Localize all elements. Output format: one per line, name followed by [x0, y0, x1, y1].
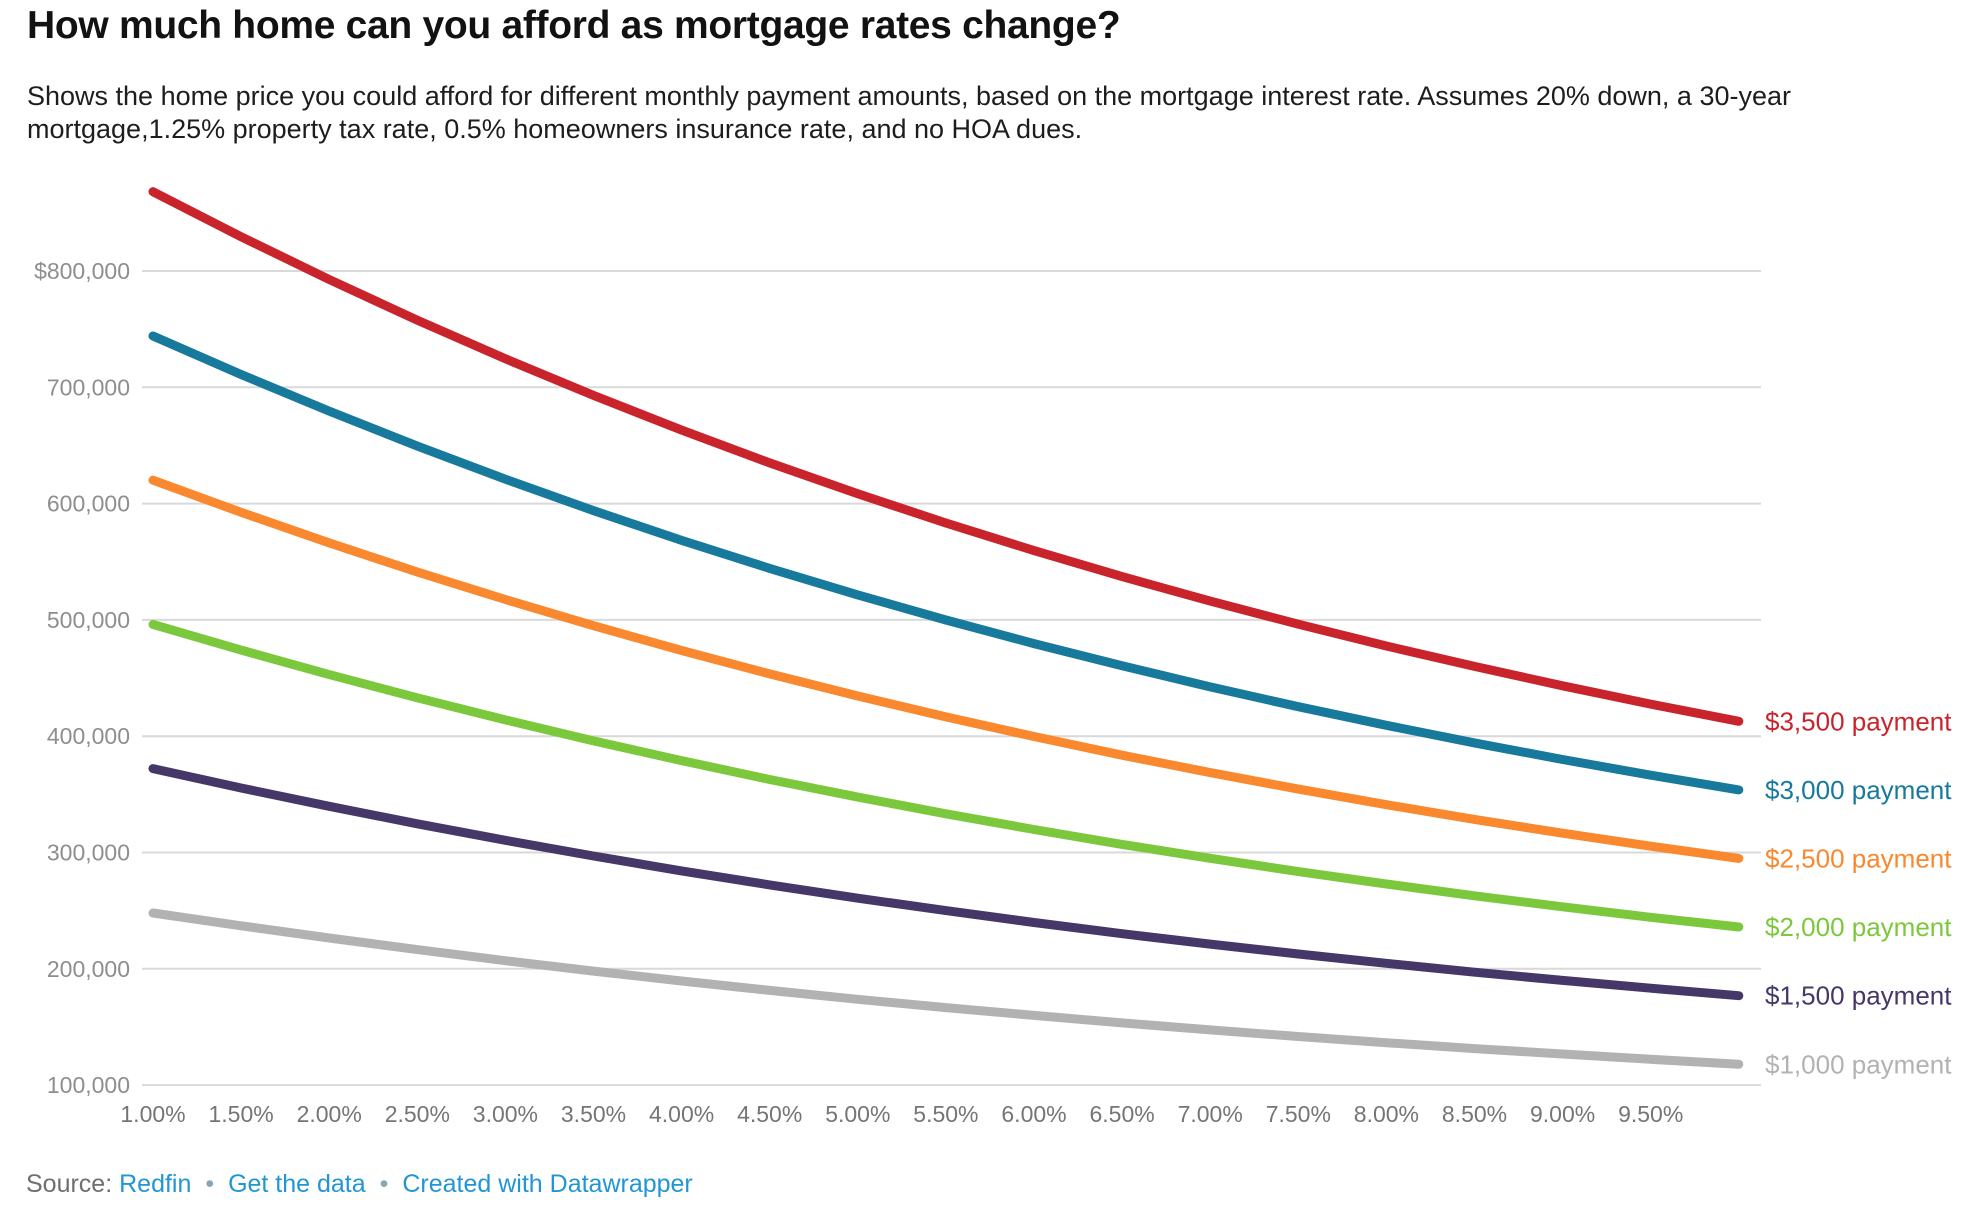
- x-axis-label-7-00: 7.00%: [1178, 1101, 1243, 1127]
- y-axis-label-600000: 600,000: [47, 491, 130, 517]
- get-data-link[interactable]: Get the data: [228, 1170, 366, 1198]
- footer-separator: •: [379, 1170, 389, 1198]
- x-axis-label-9-00: 9.00%: [1530, 1101, 1595, 1127]
- x-axis-label-5-00: 5.00%: [825, 1101, 890, 1127]
- x-axis-label-1-00: 1.00%: [120, 1101, 185, 1127]
- line-label-2-000-payment: $2,000 payment: [1765, 912, 1952, 942]
- x-axis-label-4-00: 4.00%: [649, 1101, 714, 1127]
- line-1-500-payment: [148, 764, 1744, 1001]
- y-axis-label-100000: 100,000: [47, 1072, 130, 1098]
- x-axis-label-1-50: 1.50%: [208, 1101, 273, 1127]
- line-2-000-payment: [148, 619, 1744, 932]
- chart-description: Shows the home price you could afford fo…: [27, 81, 1791, 144]
- x-axis-label-7-50: 7.50%: [1266, 1101, 1331, 1127]
- footer-separator: •: [205, 1170, 215, 1198]
- y-axis-label-500000: 500,000: [47, 607, 130, 633]
- y-axis-label-700000: 700,000: [47, 374, 130, 400]
- x-axis-label-4-50: 4.50%: [737, 1101, 802, 1127]
- x-axis-label-8-50: 8.50%: [1442, 1101, 1507, 1127]
- datawrapper-attribution-link[interactable]: Created with Datawrapper: [402, 1170, 693, 1198]
- x-axis-label-2-50: 2.50%: [385, 1101, 450, 1127]
- line-1-000-payment: [148, 908, 1744, 1069]
- line-label-1-000-payment: $1,000 payment: [1765, 1049, 1952, 1079]
- y-axis-label-800000: $800,000: [34, 258, 130, 284]
- chart-title: How much home can you afford as mortgage…: [27, 4, 1121, 47]
- y-axis-label-300000: 300,000: [47, 840, 130, 866]
- line-2-500-payment: [148, 475, 1744, 863]
- line-label-1-500-payment: $1,500 payment: [1765, 981, 1952, 1011]
- x-axis-label-2-00: 2.00%: [297, 1101, 362, 1127]
- x-axis-label-3-50: 3.50%: [561, 1101, 626, 1127]
- line-label-2-500-payment: $2,500 payment: [1765, 843, 1952, 873]
- y-axis-label-400000: 400,000: [47, 723, 130, 749]
- line-3-500-payment: [148, 187, 1744, 726]
- y-axis-label-200000: 200,000: [47, 956, 130, 982]
- chart-footer: Source: Redfin • Get the data • Created …: [26, 1170, 693, 1199]
- source-label: Source:: [26, 1170, 113, 1198]
- x-axis-label-9-50: 9.50%: [1618, 1101, 1683, 1127]
- line-label-3-000-payment: $3,000 payment: [1765, 775, 1952, 805]
- x-axis-label-8-00: 8.00%: [1354, 1101, 1419, 1127]
- x-axis-label-3-00: 3.00%: [473, 1101, 538, 1127]
- source-link[interactable]: Redfin: [119, 1170, 192, 1198]
- line-label-3-500-payment: $3,500 payment: [1765, 706, 1952, 736]
- x-axis-label-5-50: 5.50%: [913, 1101, 978, 1127]
- line-3-000-payment: [148, 331, 1744, 795]
- x-axis-label-6-00: 6.00%: [1001, 1101, 1066, 1127]
- x-axis-label-6-50: 6.50%: [1089, 1101, 1154, 1127]
